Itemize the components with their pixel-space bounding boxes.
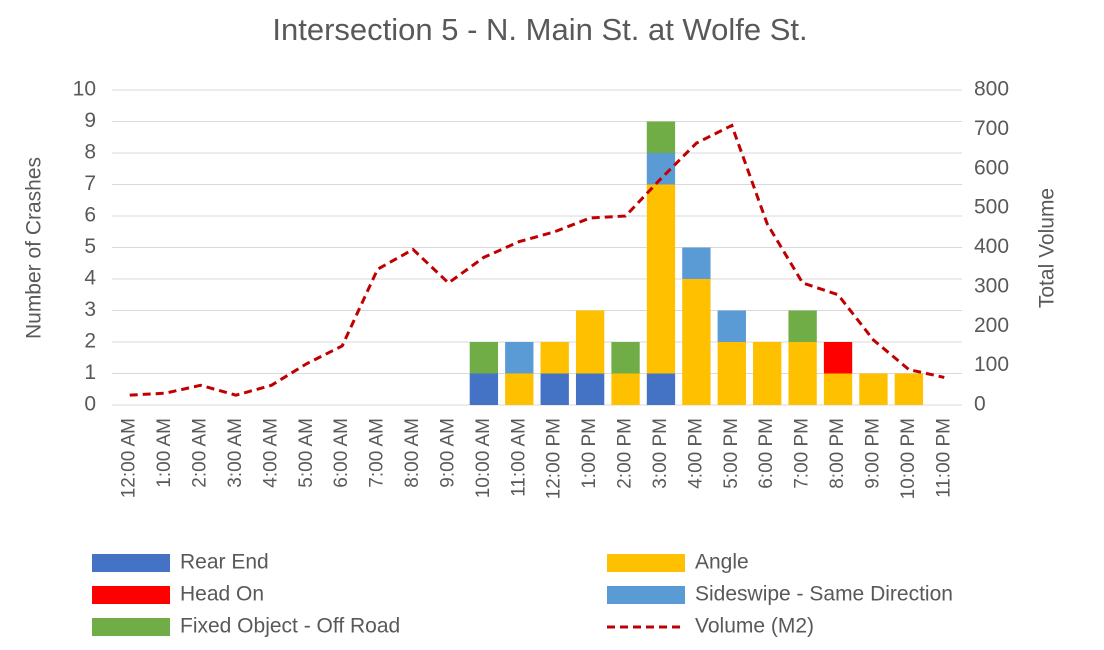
legend-swatch [607,554,685,572]
legend-label: Angle [695,551,749,574]
y2-tick-label: 700 [974,117,1009,140]
bar [469,373,499,405]
legend-swatch [92,554,170,572]
x-tick-label: 11:00 PM [933,418,954,498]
x-tick-label: 6:00 AM [331,418,352,488]
bar [646,373,676,405]
x-tick-label: 1:00 PM [579,418,600,489]
bar [788,310,817,342]
x-tick-label: 4:00 AM [260,418,281,488]
x-tick-label: 3:00 PM [650,418,671,489]
x-tick-label: 12:00 AM [119,418,140,498]
y2-tick-label: 300 [974,274,1009,297]
y-axis-label: Number of Crashes [23,157,46,339]
y-tick-label: 9 [84,109,96,132]
bar [540,342,569,374]
x-tick-label: 1:00 AM [154,418,175,488]
y2-tick-label: 100 [974,353,1009,376]
y-tick-label: 10 [73,78,96,101]
legend-swatch [92,618,170,636]
bar [469,342,499,374]
y-tick-label: 6 [84,204,96,227]
y-tick-label: 7 [84,172,96,195]
y2-tick-label: 0 [974,393,986,416]
y2-tick-label: 600 [974,156,1009,179]
bar [575,373,605,405]
bar [646,121,676,153]
legend-label: Rear End [180,551,269,574]
y-tick-label: 8 [84,141,96,164]
x-tick-label: 8:00 PM [827,418,848,489]
bar [505,373,534,405]
bar [894,373,924,405]
bar [717,342,746,405]
legend-swatch [92,586,170,604]
bar [682,247,711,279]
bar [611,342,640,374]
x-tick-label: 3:00 AM [225,418,246,488]
bar [505,342,534,374]
x-tick-label: 2:00 AM [190,418,211,488]
y-tick-label: 5 [84,235,96,258]
y-tick-label: 0 [84,393,96,416]
bar [682,279,711,405]
x-tick-label: 8:00 AM [402,418,423,488]
x-tick-label: 5:00 AM [296,418,317,488]
y2-tick-label: 400 [974,235,1009,258]
bar [753,342,782,405]
x-tick-label: 10:00 AM [473,418,494,498]
bar [575,310,605,374]
legend-label: Fixed Object - Off Road [180,615,400,638]
x-tick-label: 6:00 PM [756,418,777,489]
bar [646,184,676,374]
bar [717,310,746,342]
x-tick-label: 9:00 PM [862,418,883,489]
x-tick-label: 7:00 PM [792,418,813,489]
y-tick-label: 3 [84,298,96,321]
bar [788,342,817,405]
x-tick-label: 9:00 AM [437,418,458,488]
legend-label: Volume (M2) [695,615,814,638]
y2-tick-label: 200 [974,314,1009,337]
x-tick-label: 10:00 PM [898,418,919,499]
y-tick-label: 2 [84,330,96,353]
legend-label: Head On [180,583,264,606]
bar [859,373,888,405]
x-tick-label: 5:00 PM [721,418,742,489]
x-tick-label: 2:00 PM [615,418,636,489]
bar [823,373,853,405]
legend-swatch [607,586,685,604]
bar [611,373,640,405]
x-tick-label: 11:00 AM [508,418,529,497]
bar [823,342,853,374]
x-tick-label: 4:00 PM [685,418,706,489]
y-tick-label: 1 [84,361,96,384]
y-tick-label: 4 [84,267,96,290]
y2-tick-label: 800 [974,78,1009,101]
x-tick-label: 7:00 AM [367,418,388,488]
y2-tick-label: 500 [974,196,1009,219]
bar [540,373,569,405]
legend-label: Sideswipe - Same Direction [695,583,953,606]
volume-line [129,123,945,397]
chart-title: Intersection 5 - N. Main St. at Wolfe St… [272,12,807,47]
x-tick-label: 12:00 PM [544,418,565,499]
y2-axis-label: Total Volume [1036,188,1059,308]
